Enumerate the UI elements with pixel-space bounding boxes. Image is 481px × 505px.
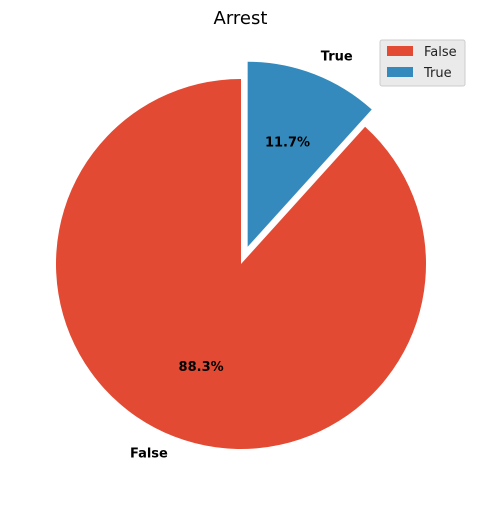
percent-label-true: 11.7%	[265, 136, 310, 151]
legend: False True	[379, 39, 466, 87]
percent-label-false: 88.3%	[179, 360, 224, 375]
legend-label-false: False	[424, 45, 457, 60]
legend-swatch-true	[387, 67, 413, 77]
legend-label-true: True	[423, 66, 452, 81]
pie-slice-false	[56, 79, 427, 449]
pie-slice-true	[247, 61, 372, 247]
chart-title: Arrest	[214, 8, 268, 29]
legend-swatch-false	[387, 46, 413, 56]
slice-label-true: True	[321, 49, 353, 64]
slice-label-false: False	[130, 446, 168, 461]
pie-labels: False 88.3% True 11.7%	[130, 49, 353, 461]
pie-slices	[56, 61, 427, 449]
